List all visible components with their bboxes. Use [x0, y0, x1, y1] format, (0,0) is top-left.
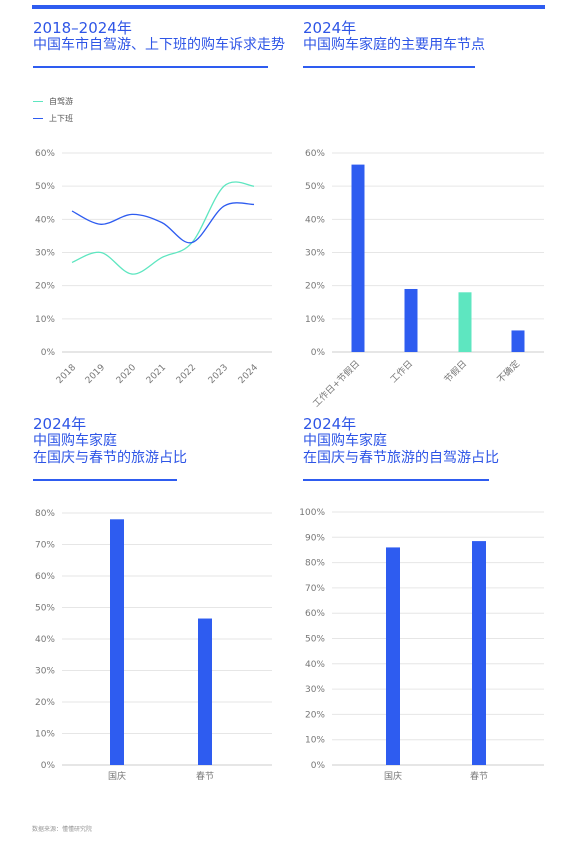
x-tick-label: 春节 — [196, 770, 214, 782]
y-tick-label: 50% — [305, 635, 325, 645]
series-line — [71, 181, 255, 275]
series-line — [71, 202, 255, 244]
y-tick-label: 20% — [35, 698, 55, 708]
chart-title-line1: 2024年 — [303, 19, 357, 37]
chart-title-line1: 2018–2024年 — [33, 19, 132, 37]
y-tick-label: 40% — [305, 660, 325, 670]
y-tick-label: 30% — [35, 667, 55, 677]
x-tick-label: 不确定 — [495, 358, 523, 386]
y-tick-label: 10% — [35, 315, 55, 325]
bar — [386, 547, 400, 765]
legend-swatch — [33, 100, 43, 103]
y-tick-label: 30% — [305, 685, 325, 695]
y-tick-label: 50% — [305, 182, 325, 192]
bar — [198, 618, 212, 765]
chart-title-selfdrive-share: 2024年 中国购车家庭 在国庆与春节旅游的自驾游占比 — [303, 416, 499, 467]
title-underline — [303, 66, 475, 68]
bar — [404, 288, 418, 352]
chart-title-trend: 2018–2024年 中国车市自驾游、上下班的购车诉求走势 — [33, 20, 285, 54]
y-tick-label: 60% — [305, 609, 325, 619]
x-tick-label: 2018 — [55, 363, 78, 386]
y-tick-label: 0% — [41, 761, 56, 771]
x-tick-label: 节假日 — [442, 358, 469, 385]
chart-title-line2: 中国购车家庭 — [303, 433, 387, 449]
x-tick-label: 国庆 — [108, 770, 126, 782]
chart-title-line1: 2024年 — [303, 415, 357, 433]
y-tick-label: 10% — [35, 730, 55, 740]
y-tick-label: 60% — [35, 149, 55, 159]
top-accent-bar — [32, 5, 545, 9]
legend-swatch — [33, 117, 43, 120]
chart-title-line2: 中国车市自驾游、上下班的购车诉求走势 — [33, 37, 285, 53]
x-tick-label: 工作日+节假日 — [310, 358, 362, 410]
legend-item: 上下班 — [33, 110, 73, 127]
y-tick-label: 60% — [35, 572, 55, 582]
y-tick-label: 20% — [35, 282, 55, 292]
chart-title-line3: 在国庆与春节旅游的自驾游占比 — [303, 450, 499, 466]
bar — [458, 292, 472, 352]
y-tick-label: 80% — [305, 559, 325, 569]
title-underline — [303, 479, 489, 481]
y-tick-label: 70% — [35, 541, 55, 551]
source-note: 数据来源：懂懂研究院 — [32, 826, 93, 833]
bar — [110, 519, 124, 765]
legend-item: 自驾游 — [33, 93, 73, 110]
chart-title-line2: 中国购车家庭的主要用车节点 — [303, 37, 485, 53]
y-tick-label: 20% — [305, 710, 325, 720]
legend-label: 自驾游 — [49, 97, 73, 106]
y-tick-label: 80% — [35, 509, 55, 519]
x-tick-label: 2021 — [145, 363, 168, 386]
x-tick-label: 2020 — [115, 363, 138, 386]
y-tick-label: 10% — [305, 315, 325, 325]
chart-title-line3: 在国庆与春节的旅游占比 — [33, 450, 187, 466]
y-tick-label: 20% — [305, 282, 325, 292]
y-tick-label: 0% — [311, 761, 326, 771]
legend-label: 上下班 — [49, 114, 73, 123]
y-tick-label: 10% — [305, 736, 325, 746]
y-tick-label: 40% — [35, 215, 55, 225]
y-tick-label: 30% — [305, 249, 325, 259]
y-tick-label: 40% — [35, 635, 55, 645]
chart-title-line1: 2024年 — [33, 415, 87, 433]
bar — [472, 541, 486, 765]
legend: 自驾游 上下班 — [33, 93, 73, 127]
bar — [351, 164, 365, 352]
y-tick-label: 0% — [41, 348, 56, 358]
x-tick-label: 2024 — [237, 363, 260, 386]
y-tick-label: 50% — [35, 182, 55, 192]
title-underline — [33, 479, 177, 481]
y-tick-label: 30% — [35, 249, 55, 259]
y-tick-label: 90% — [305, 533, 325, 543]
x-tick-label: 2023 — [207, 363, 230, 386]
chart-title-line2: 中国购车家庭 — [33, 433, 117, 449]
bar — [511, 330, 525, 352]
x-tick-label: 2019 — [84, 363, 107, 386]
chart-title-travel-share: 2024年 中国购车家庭 在国庆与春节的旅游占比 — [33, 416, 187, 467]
y-tick-label: 50% — [35, 604, 55, 614]
x-tick-label: 工作日 — [388, 358, 416, 386]
y-tick-label: 70% — [305, 584, 325, 594]
y-tick-label: 40% — [305, 215, 325, 225]
y-tick-label: 0% — [311, 348, 326, 358]
x-tick-label: 春节 — [470, 770, 488, 782]
x-tick-label: 国庆 — [384, 770, 402, 782]
chart-title-nodes: 2024年 中国购车家庭的主要用车节点 — [303, 20, 485, 54]
y-tick-label: 60% — [305, 149, 325, 159]
title-underline — [33, 66, 268, 68]
y-tick-label: 100% — [299, 508, 325, 518]
x-tick-label: 2022 — [175, 363, 198, 386]
